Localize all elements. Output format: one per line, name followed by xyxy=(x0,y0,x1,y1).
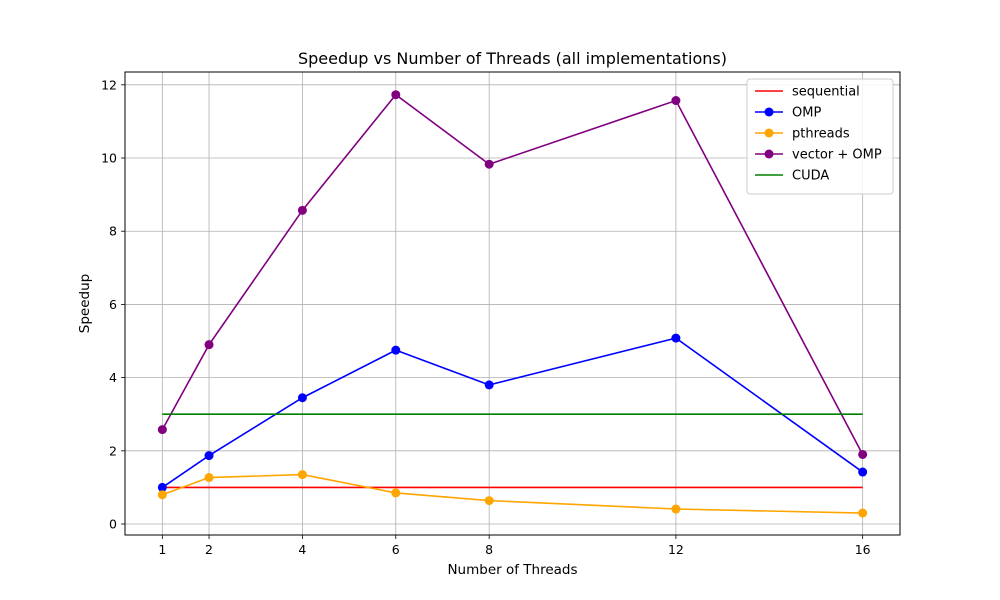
data-point-omp xyxy=(297,393,307,403)
x-tick-label: 1 xyxy=(158,542,166,557)
x-tick-label: 4 xyxy=(298,542,306,557)
y-axis-label: Speedup xyxy=(77,274,93,333)
data-point-omp xyxy=(484,380,494,390)
data-point-vector-omp xyxy=(671,96,681,106)
data-point-omp xyxy=(858,467,868,477)
legend-item-pthreads: pthreads xyxy=(755,127,850,142)
data-point-vector-omp xyxy=(858,449,868,459)
data-point-vector-omp xyxy=(297,205,307,215)
data-point-omp xyxy=(204,451,214,461)
y-tick-label: 6 xyxy=(109,297,117,312)
legend: sequential OMP pthreads vector + OMP CUDA xyxy=(746,78,894,195)
y-tick-label: 4 xyxy=(109,370,117,385)
x-tick-label: 12 xyxy=(668,542,684,557)
grid xyxy=(125,72,900,535)
data-point-omp xyxy=(391,345,401,355)
legend-swatch-marker xyxy=(764,107,774,117)
legend-label: sequential xyxy=(792,85,860,100)
data-point-pthreads xyxy=(204,473,214,483)
legend-label: CUDA xyxy=(792,169,829,184)
y-tick-label: 0 xyxy=(109,517,117,532)
plot-frame xyxy=(124,71,901,536)
data-point-pthreads xyxy=(671,504,681,514)
series-vector-omp xyxy=(157,90,868,459)
legend-item-omp: OMP xyxy=(755,106,821,121)
data-point-omp xyxy=(157,482,167,492)
data-point-vector-omp xyxy=(204,340,214,350)
data-point-pthreads xyxy=(391,488,401,498)
data-point-vector-omp xyxy=(484,159,494,169)
data-point-vector-omp xyxy=(391,90,401,100)
series-pthreads xyxy=(157,470,868,518)
series-omp xyxy=(157,333,868,492)
data-point-vector-omp xyxy=(157,425,167,435)
y-tick-label: 10 xyxy=(101,151,117,166)
series-layer xyxy=(157,90,868,518)
data-point-pthreads xyxy=(157,490,167,500)
x-tick-label: 16 xyxy=(855,542,871,557)
x-tick-label: 6 xyxy=(392,542,400,557)
data-point-omp xyxy=(671,333,681,343)
data-point-pthreads xyxy=(858,508,868,518)
x-tick-label: 2 xyxy=(205,542,213,557)
data-point-pthreads xyxy=(297,470,307,480)
x-axis-label: Number of Threads xyxy=(447,562,577,578)
legend-item-cuda: CUDA xyxy=(755,169,829,184)
legend-item-sequential: sequential xyxy=(755,85,860,100)
legend-swatch-marker xyxy=(764,128,774,138)
legend-item-vector-omp: vector + OMP xyxy=(755,148,882,163)
data-point-pthreads xyxy=(484,496,494,506)
legend-label: OMP xyxy=(792,106,821,121)
y-tick-label: 2 xyxy=(109,443,117,458)
x-tick-label: 8 xyxy=(485,542,493,557)
legend-swatch-marker xyxy=(764,149,774,159)
legend-label: vector + OMP xyxy=(792,148,882,163)
legend-label: pthreads xyxy=(792,127,850,142)
y-tick-label: 8 xyxy=(109,224,117,239)
legend-box xyxy=(746,78,894,195)
y-tick-label: 12 xyxy=(101,77,117,92)
chart-title: Speedup vs Number of Threads (all implem… xyxy=(298,49,727,68)
